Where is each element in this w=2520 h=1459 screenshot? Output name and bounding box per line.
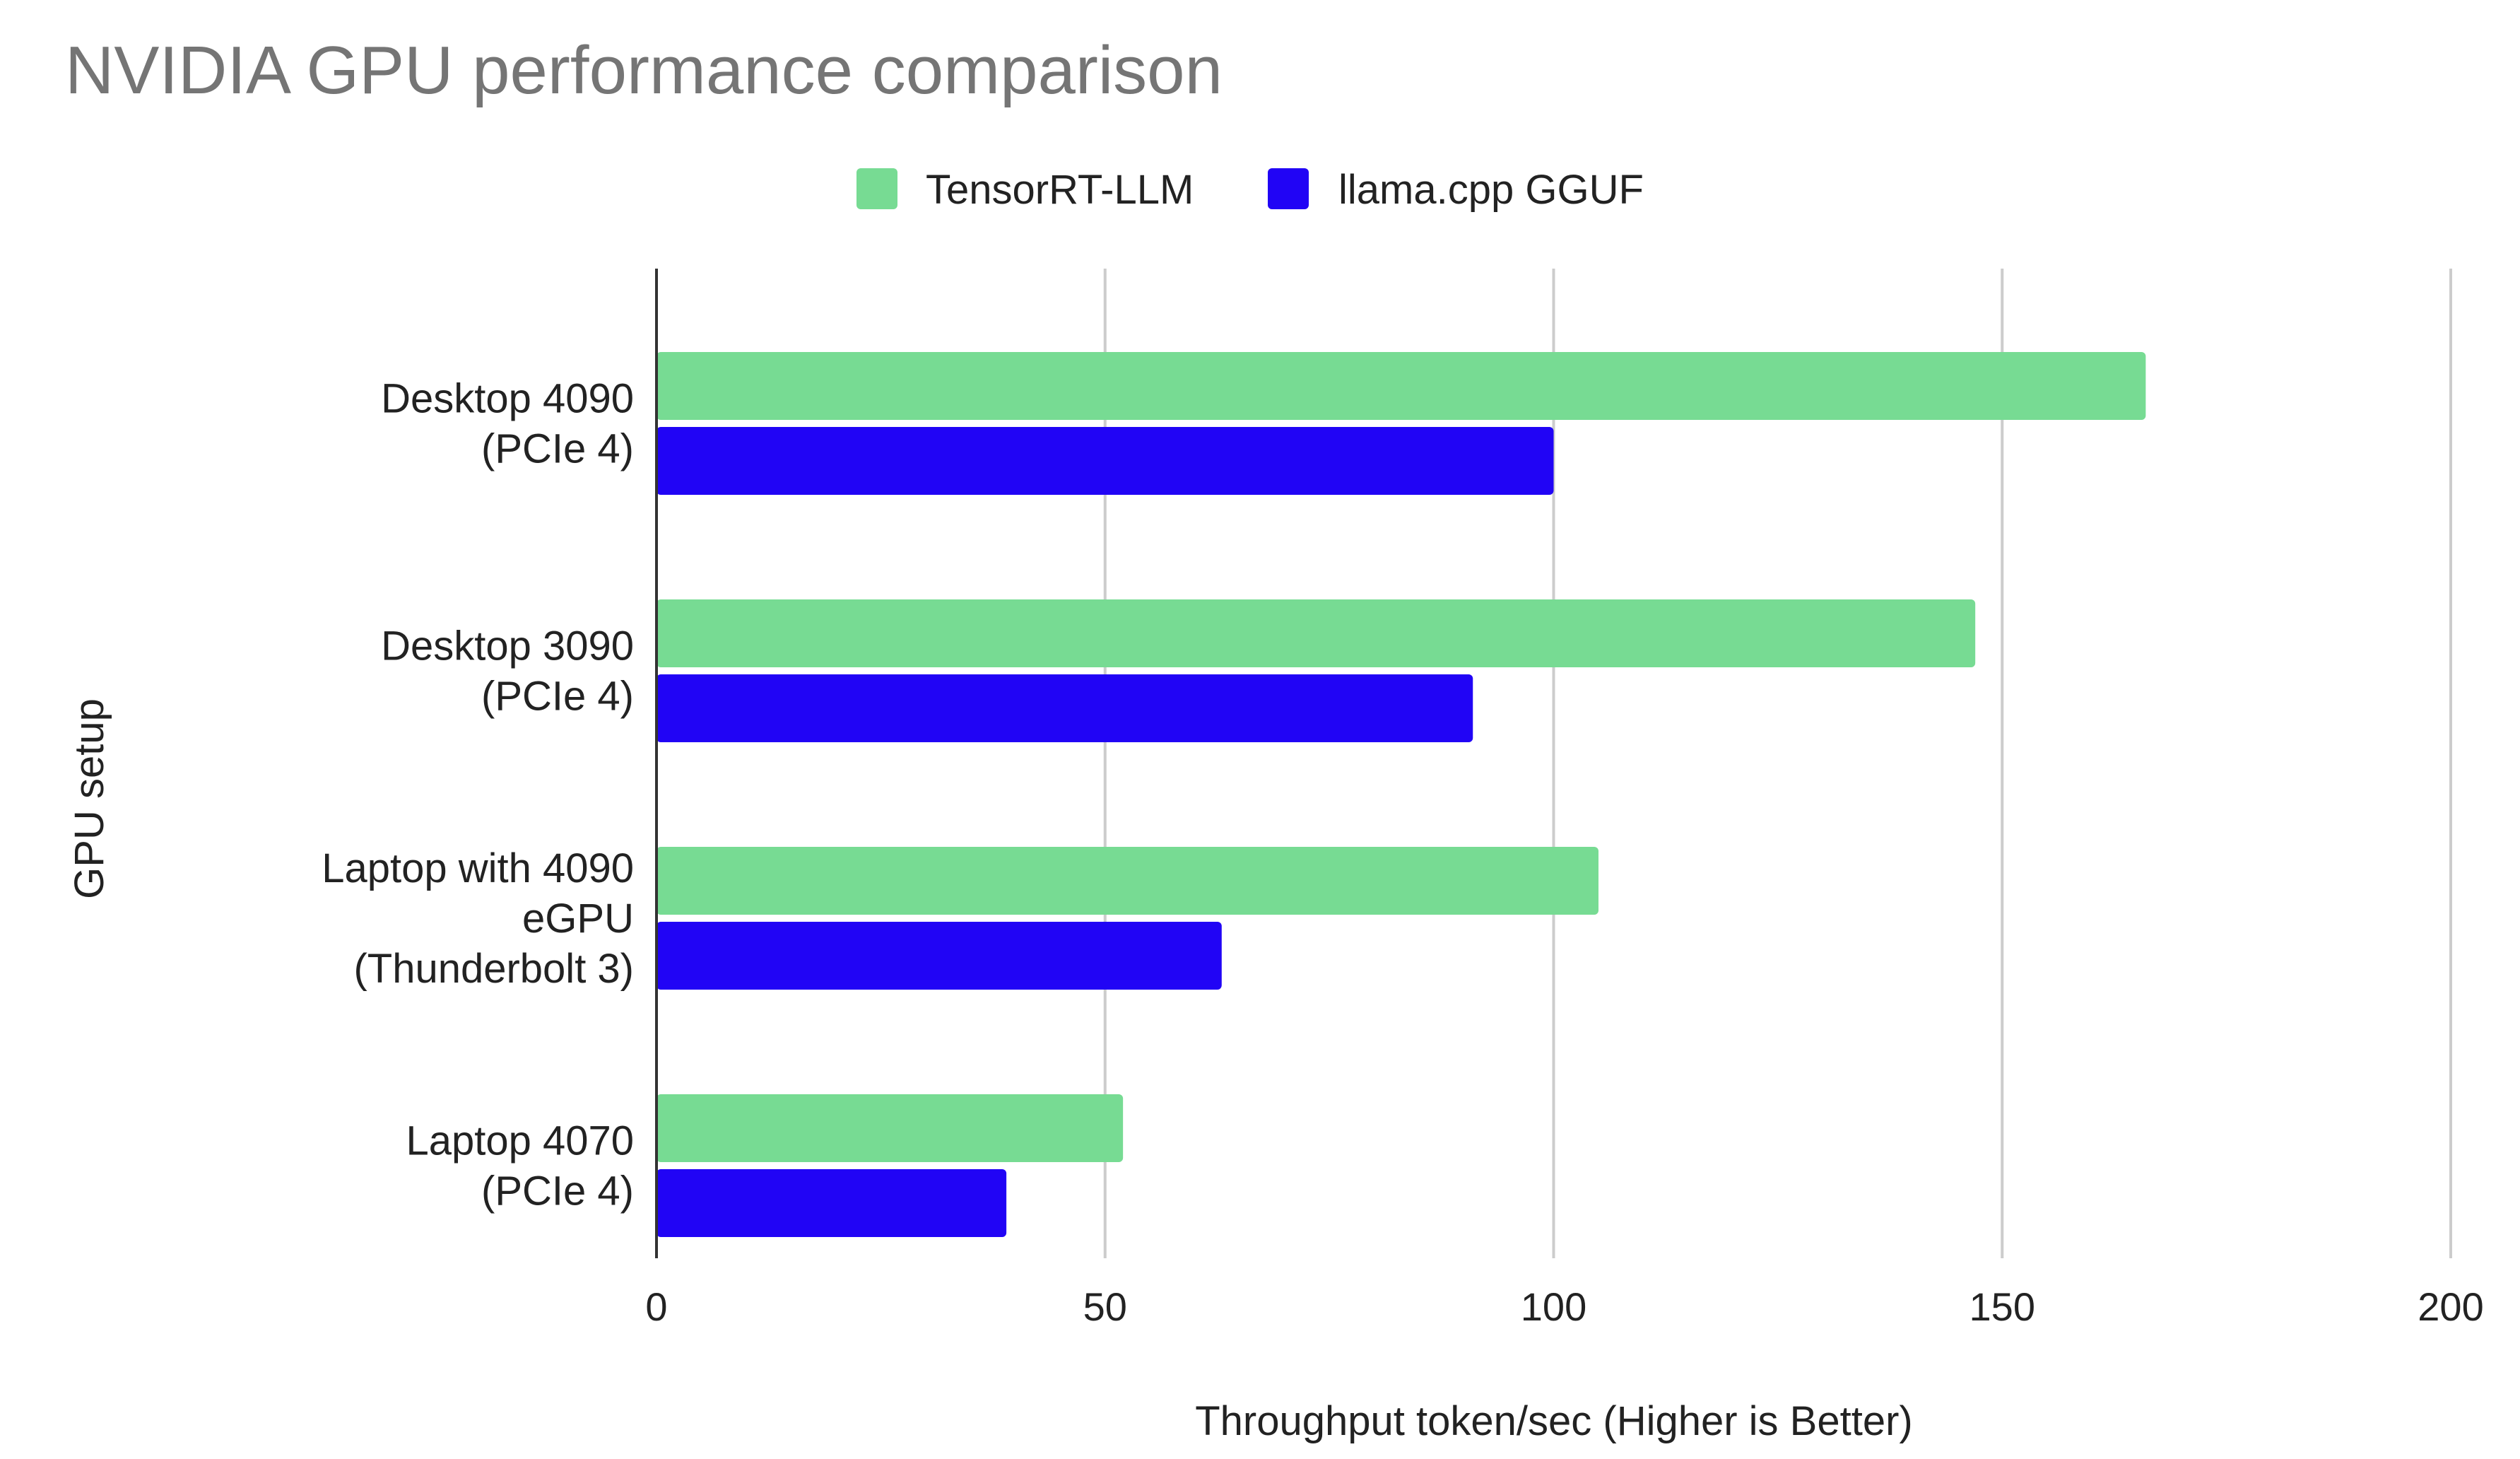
legend-swatch-tensorrt — [856, 168, 897, 209]
bar-tensorrt-2 — [657, 847, 1598, 915]
category-label: Laptop 4070 — [406, 1118, 634, 1164]
legend-label-tensorrt: TensorRT-LLM — [926, 167, 1194, 213]
chart-title: NVIDIA GPU performance comparison — [65, 33, 1223, 108]
x-tick-label: 0 — [645, 1284, 667, 1329]
bar-llamacpp-3 — [657, 1169, 1007, 1237]
x-tick-label: 200 — [2418, 1284, 2483, 1329]
bar-tensorrt-0 — [657, 352, 2146, 420]
x-tick-labels: 0 50 100 150 200 — [645, 1284, 2483, 1329]
category-label: (Thunderbolt 3) — [353, 946, 634, 992]
category-label: (PCIe 4) — [481, 674, 634, 720]
category-label: Desktop 3090 — [381, 623, 634, 669]
bar-tensorrt-3 — [657, 1094, 1124, 1162]
x-tick-label: 100 — [1521, 1284, 1586, 1329]
category-label: Desktop 4090 — [381, 376, 634, 422]
bar-llamacpp-1 — [657, 674, 1473, 742]
category-label: Laptop with 4090 — [322, 845, 634, 891]
x-axis-title: Throughput token/sec (Higher is Better) — [1195, 1398, 1912, 1444]
category-label: (PCIe 4) — [481, 426, 634, 472]
category-labels: Desktop 4090(PCIe 4)Desktop 3090(PCIe 4)… — [322, 376, 634, 1214]
x-tick-label: 50 — [1083, 1284, 1127, 1329]
x-tick-label: 150 — [1970, 1284, 2035, 1329]
legend: TensorRT-LLM llama.cpp GGUF — [856, 167, 1644, 213]
bars — [657, 352, 2146, 1237]
bar-tensorrt-1 — [657, 599, 1976, 667]
legend-swatch-llamacpp — [1268, 168, 1309, 209]
category-label: (PCIe 4) — [481, 1168, 634, 1214]
y-axis-title: GPU setup — [66, 698, 112, 899]
bar-llamacpp-2 — [657, 922, 1222, 990]
category-label: eGPU — [522, 896, 634, 942]
bar-llamacpp-0 — [657, 427, 1554, 495]
legend-label-llamacpp: llama.cpp GGUF — [1338, 167, 1644, 213]
